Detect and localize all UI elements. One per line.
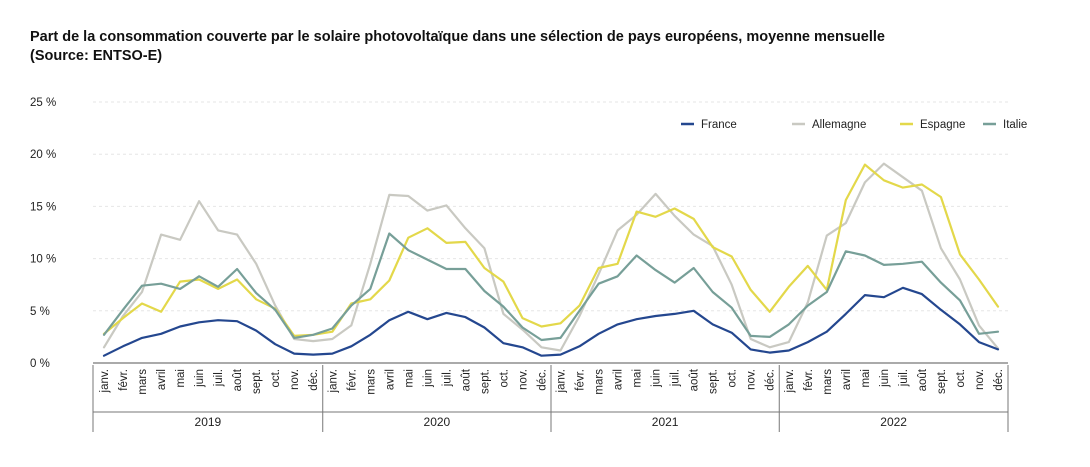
x-tick-label: avril [841, 369, 853, 390]
x-tick-label: oct. [270, 369, 282, 388]
x-tick-label: mai [860, 369, 872, 388]
chart-title-text: Part de la consommation couverte par le … [30, 29, 885, 45]
series-line-allemagne [102, 162, 1000, 352]
x-tick-label: nov. [517, 369, 529, 390]
series-line-espagne [102, 163, 1000, 337]
y-tick-label: 20 % [30, 149, 56, 161]
x-tick-label: févr. [118, 369, 130, 391]
x-tick-label: sept. [479, 369, 491, 394]
x-tick-label: juil. [670, 369, 682, 387]
x-tick-label: déc. [993, 369, 1005, 391]
x-tick-label: juil. [213, 369, 225, 387]
x-tick-label: janv. [327, 369, 339, 393]
x-tick-label: mars [365, 369, 377, 395]
x-tick-label: févr. [575, 369, 587, 391]
x-tick-label: mai [632, 369, 644, 388]
x-tick-label: août [460, 368, 472, 391]
x-tick-label: sept. [936, 369, 948, 394]
x-tick-label: oct. [498, 369, 510, 388]
x-tick-label: déc. [765, 369, 777, 391]
x-tick-label: nov. [746, 369, 758, 390]
year-label: 2022 [880, 415, 907, 429]
y-tick-label: 0 % [30, 358, 50, 370]
x-tick-label: févr. [346, 369, 358, 391]
x-tick-label: oct. [955, 369, 967, 388]
x-tick-label: mars [137, 369, 149, 395]
x-tick-label: avril [384, 369, 396, 390]
year-label: 2019 [195, 415, 222, 429]
legend-label: Espagne [920, 119, 965, 131]
year-label: 2021 [652, 415, 679, 429]
x-tick-label: févr. [803, 369, 815, 391]
chart-title: Part de la consommation couverte par le … [30, 28, 1070, 66]
x-tick-label: sept. [251, 369, 263, 394]
x-tick-label: nov. [974, 369, 986, 390]
x-tick-label: août [917, 368, 929, 391]
y-tick-label: 15 % [30, 201, 56, 213]
chart-subtitle: (Source: ENTSO-E) [30, 48, 163, 64]
legend-label: Allemagne [812, 119, 866, 131]
series-line-italie [102, 232, 1000, 342]
x-tick-label: mars [822, 369, 834, 395]
x-tick-label: déc. [308, 369, 320, 391]
x-tick-label: oct. [727, 369, 739, 388]
x-tick-label: janv. [784, 369, 796, 393]
x-tick-label: déc. [536, 369, 548, 391]
x-tick-label: sept. [708, 369, 720, 394]
x-tick-label: avril [156, 369, 168, 390]
x-tick-label: août [689, 368, 701, 391]
x-tick-label: mai [403, 369, 415, 388]
x-tick-label: août [232, 368, 244, 391]
x-tick-label: juil. [898, 369, 910, 387]
x-tick-label: mars [594, 369, 606, 395]
year-label: 2020 [424, 415, 451, 429]
y-tick-label: 10 % [30, 254, 56, 266]
x-tick-label: nov. [289, 369, 301, 390]
series-line-france [102, 286, 1000, 357]
y-tick-label: 5 % [30, 306, 50, 318]
x-tick-label: juil. [441, 369, 453, 387]
x-tick-label: mai [175, 369, 187, 388]
x-tick-label: janv. [556, 369, 568, 393]
x-tick-label: juin [194, 369, 206, 388]
x-tick-label: juin [422, 369, 434, 388]
y-tick-label: 25 % [30, 97, 56, 109]
x-tick-label: janv. [99, 369, 111, 393]
x-tick-label: avril [613, 369, 625, 390]
legend-label: Italie [1003, 119, 1027, 131]
x-tick-label: juin [879, 369, 891, 388]
x-tick-label: juin [651, 369, 663, 388]
legend-label: France [701, 119, 737, 131]
